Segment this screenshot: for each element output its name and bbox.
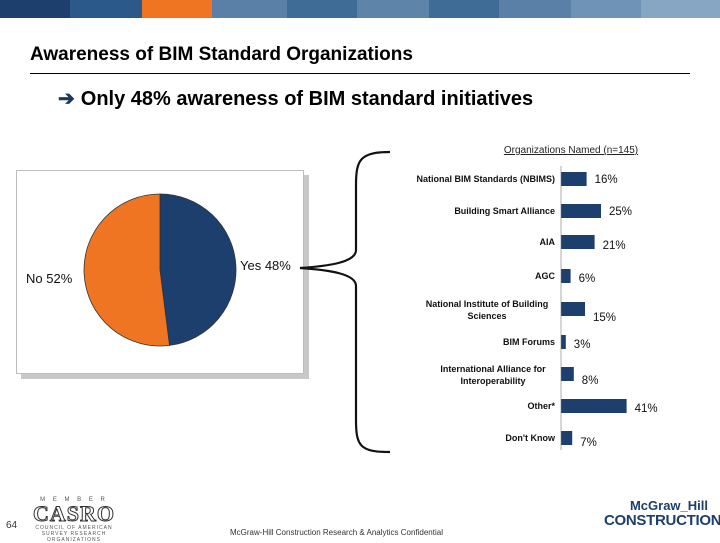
bar-value-label: 8% (582, 375, 599, 387)
top-band-segment (357, 0, 429, 18)
top-band-segment (641, 0, 720, 18)
casro-logo: M E M B E R CASRO COUNCIL OF AMERICAN SU… (30, 497, 118, 543)
top-band-segment (571, 0, 641, 18)
logo-line-1: McGraw_Hill (629, 498, 708, 513)
bar-category-label: BIM Forums (503, 337, 555, 347)
bar-category-label: Other* (527, 401, 555, 411)
bar-chart: Organizations Named (n=145) National BIM … (416, 145, 658, 450)
bar-value-label: 3% (574, 339, 591, 351)
bar-value-label: 41% (635, 403, 658, 415)
top-band-segment (70, 0, 142, 18)
headline-text: Only 48% awareness of BIM standard initi… (80, 88, 534, 110)
pie-chart: Yes 48% No 52% (26, 193, 291, 347)
bar (561, 431, 573, 445)
bar (561, 399, 627, 413)
bar-category-label: Don't Know (505, 433, 556, 443)
bar (561, 335, 566, 349)
bar-category-label: AGC (535, 271, 556, 281)
bar-value-label: 21% (603, 240, 626, 252)
top-band-segment (0, 0, 70, 18)
page-number: 64 (6, 520, 18, 531)
bar (561, 367, 574, 381)
pie-slice-no (83, 193, 170, 347)
pie-label-no: No 52% (26, 271, 73, 286)
top-band-segment (212, 0, 287, 18)
logo-line-2: CONSTRUCTION (604, 512, 720, 529)
curly-bracket (299, 150, 391, 454)
headline-bullet: ➔ Only 48% awareness of BIM standard init… (58, 86, 533, 111)
pie-label-yes: Yes 48% (240, 258, 291, 273)
bar-value-label: 15% (593, 312, 616, 324)
footer-confidential: McGraw-Hill Construction Research & Anal… (230, 528, 443, 537)
casro-member-text: M E M B E R (40, 497, 108, 503)
top-band-segment (499, 0, 571, 18)
bar-category-label: Building Smart Alliance (454, 206, 555, 216)
casro-caption: COUNCIL OF AMERICAN SURVEY RESEARCH ORGA… (35, 525, 113, 543)
bar-value-label: 16% (595, 174, 618, 186)
page-title: Awareness of BIM Standard Organizations (30, 44, 413, 65)
arrow-bullet-icon: ➔ (58, 88, 75, 110)
bar-category-label: National Institute of Building Sciences (426, 299, 549, 321)
top-band-segment (429, 0, 499, 18)
top-color-band (0, 0, 720, 18)
bar-chart-title: Organizations Named (n=145) (504, 145, 638, 156)
bar-value-label: 7% (580, 437, 597, 449)
bar (561, 235, 595, 249)
bar-value-label: 25% (609, 206, 632, 218)
bar-category-label: AIA (540, 237, 556, 247)
top-band-segment (142, 0, 212, 18)
bar-category-label: International Alliance for Interoperabili… (440, 364, 546, 386)
title-divider (30, 73, 690, 74)
bracket-connector (299, 150, 391, 454)
bar (561, 204, 601, 218)
bar-category-label: National BIM Standards (NBIMS) (416, 174, 555, 184)
bar (561, 302, 585, 316)
mcgraw-hill-logo: McGraw_Hill CONSTRUCTION (604, 498, 720, 529)
bar (561, 269, 571, 283)
casro-wordmark: CASRO (32, 501, 115, 526)
pie-slice-yes (159, 193, 237, 346)
bar-value-label: 6% (579, 273, 596, 285)
bar (561, 172, 587, 186)
top-band-segment (287, 0, 357, 18)
